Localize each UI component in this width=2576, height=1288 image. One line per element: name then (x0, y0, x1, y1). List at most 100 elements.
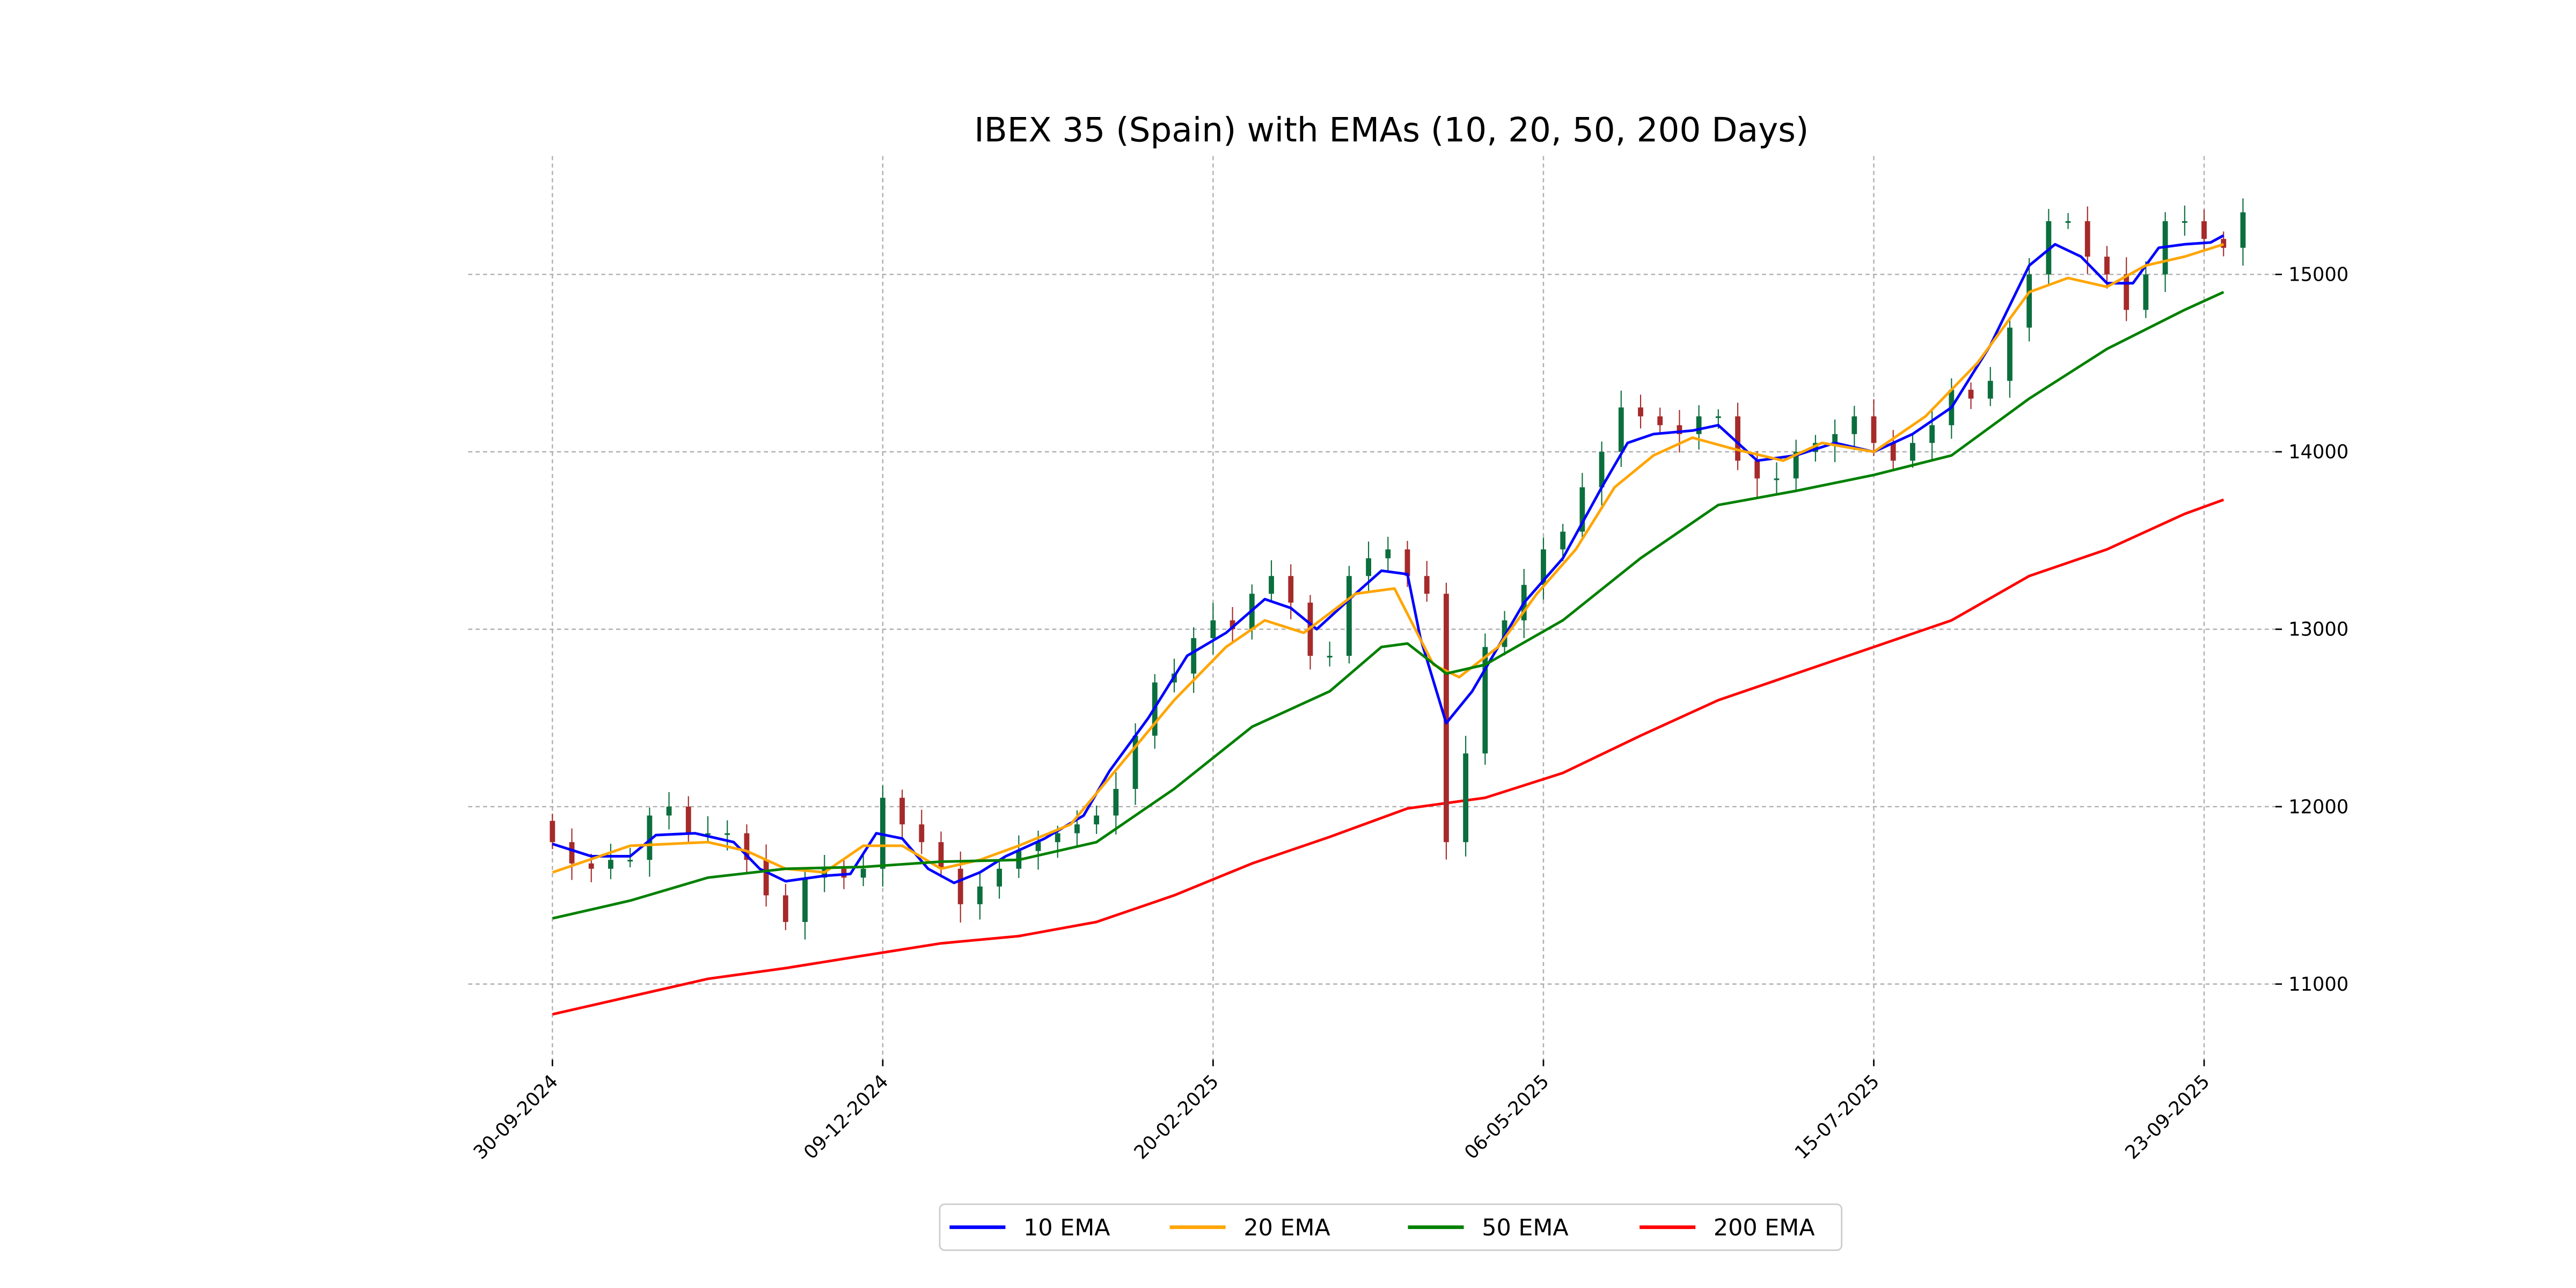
candle-up (1929, 425, 1935, 443)
y-tick-label: 14000 (2288, 441, 2348, 463)
ema-lines (552, 234, 2224, 920)
candle-up (1987, 380, 1993, 399)
candle-down (569, 842, 575, 863)
candle-up (1094, 815, 1100, 825)
y-tick-label: 11000 (2288, 974, 2348, 996)
y-tick-label: 12000 (2288, 796, 2348, 818)
candle-up (1132, 735, 1138, 789)
candle-up (608, 860, 613, 869)
candlesticks (550, 198, 2246, 940)
candle-down (1424, 576, 1430, 594)
candle-up (1560, 531, 1566, 550)
candle-down (550, 821, 555, 843)
x-tick-label: 30-09-2024 (469, 1071, 562, 1164)
candle-down (1890, 443, 1896, 461)
candle-up (1191, 638, 1197, 674)
candle-up (2007, 327, 2012, 381)
candle-up (2240, 212, 2246, 248)
candle-up (1463, 753, 1469, 843)
candle-up (705, 833, 711, 835)
candle-up (1599, 451, 1605, 488)
candle-up (1793, 451, 1799, 479)
candle-up (802, 877, 808, 922)
legend: 10 EMA 20 EMA 50 EMA 200 EMA (939, 1203, 1843, 1251)
y-tick-label: 13000 (2288, 619, 2348, 641)
candle-down (1735, 416, 1740, 461)
candle-down (1230, 620, 1235, 630)
x-tick-label: 09-12-2024 (800, 1071, 893, 1164)
candle-up (1366, 558, 1371, 576)
candle-down (685, 807, 691, 833)
candle-down (782, 895, 788, 922)
candle-down (2084, 221, 2090, 257)
candle-up (2026, 274, 2032, 328)
candle-up (1210, 620, 1216, 639)
candle-up (1385, 549, 1391, 559)
candle-up (2065, 221, 2071, 223)
candle-up (977, 886, 983, 904)
ema-line-200 (552, 498, 2224, 1016)
axis-ticks: 30-09-2024 09-12-2024 20-02-2025 06-05-2025… (469, 264, 2348, 1164)
candle-up (647, 815, 653, 860)
candle-down (2201, 221, 2207, 239)
candle-up (997, 868, 1002, 887)
candle-down (744, 833, 750, 860)
x-tick-label: 23-09-2025 (2121, 1071, 2214, 1164)
candle-up (1541, 549, 1546, 585)
candle-up (1910, 443, 1915, 461)
candle-up (1851, 416, 1857, 434)
candle-up (1327, 656, 1333, 658)
candle-up (2143, 274, 2149, 310)
candle-up (724, 833, 730, 835)
candle-up (1579, 487, 1585, 532)
candle-down (957, 868, 963, 904)
candle-up (860, 868, 866, 878)
candle-up (1774, 478, 1780, 480)
gridlines (468, 156, 2275, 1060)
ema-200-layer (552, 498, 2224, 1016)
y-tick-label: 15000 (2288, 264, 2348, 286)
legend-label-20: 20 EMA (1243, 1214, 1330, 1241)
chart-title: IBEX 35 (Spain) with EMAs (10, 20, 50, 2… (974, 110, 1809, 149)
candle-down (2104, 257, 2110, 275)
candle-down (1871, 416, 1877, 443)
legend-label-10: 10 EMA (1023, 1214, 1110, 1241)
candle-down (938, 842, 944, 869)
candle-down (899, 797, 905, 825)
candle-down (919, 824, 925, 843)
legend-label-50: 50 EMA (1482, 1214, 1568, 1241)
candle-up (1269, 576, 1274, 594)
ema-line-50 (552, 291, 2224, 920)
x-tick-label: 06-05-2025 (1460, 1071, 1554, 1164)
x-tick-label: 20-02-2025 (1130, 1071, 1223, 1164)
candle-up (1055, 833, 1060, 843)
candle-down (1638, 407, 1643, 416)
candle-up (1832, 434, 1838, 443)
candle-up (627, 860, 633, 862)
candle-down (588, 863, 594, 869)
candle-up (2046, 221, 2052, 275)
candle-down (2221, 239, 2227, 248)
legend-label-200: 200 EMA (1714, 1214, 1815, 1241)
candle-down (1677, 425, 1682, 434)
candle-up (1346, 576, 1352, 656)
candle-down (1968, 390, 1974, 399)
candle-up (1074, 824, 1080, 833)
candle-down (1404, 549, 1410, 576)
candle-down (1444, 594, 1449, 843)
candle-up (1812, 443, 1818, 452)
candle-up (1618, 407, 1624, 452)
candle-down (1288, 576, 1294, 603)
candle-down (2124, 274, 2129, 310)
candle-down (1657, 416, 1663, 426)
candle-up (1696, 416, 1702, 434)
candle-up (1482, 647, 1488, 753)
candle-up (666, 807, 672, 816)
x-tick-label: 15-07-2025 (1791, 1071, 1884, 1164)
candle-up (1035, 842, 1041, 851)
candle-down (763, 860, 769, 896)
legend-box (939, 1203, 1843, 1251)
candle-up (1113, 789, 1119, 816)
candle-down (1754, 460, 1760, 479)
